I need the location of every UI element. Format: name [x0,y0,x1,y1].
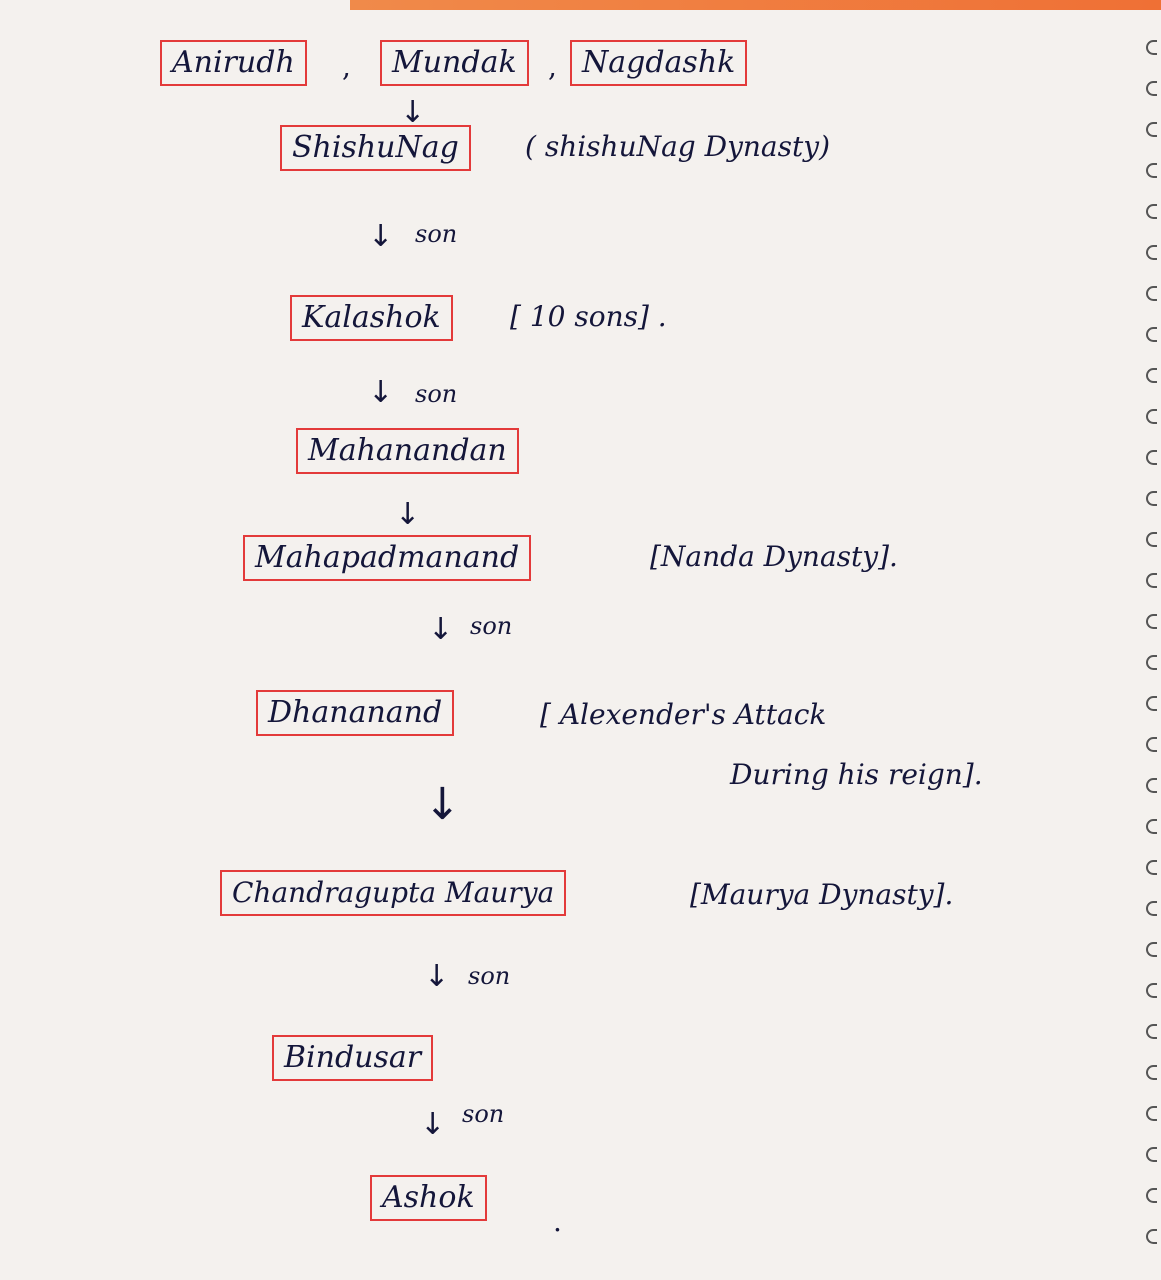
binding-hole [1146,860,1157,875]
node-chandragupta-maurya: Chandragupta Maurya [220,870,567,916]
binding-hole [1146,1106,1157,1121]
node-nagdashk: Nagdashk [570,40,748,86]
note-nanda-dynasty: [Nanda Dynasty]. [650,540,898,573]
node-ashok: Ashok [370,1175,487,1221]
binding-hole [1146,286,1157,301]
node-anirudh: Anirudh [160,40,307,86]
binding-hole [1146,40,1157,55]
binding-hole [1146,1229,1157,1244]
relation-son-label: son [470,612,513,640]
binding-hole [1146,737,1157,752]
down-arrow-icon: ↓ [424,959,450,994]
node-kalashok: Kalashok [290,295,453,341]
node-dhananand: Dhananand [256,690,455,736]
binding-hole [1146,122,1157,137]
binding-hole [1146,696,1157,711]
node-shishunag: ShishuNag [280,125,471,171]
note-maurya-dynasty: [Maurya Dynasty]. [690,878,954,911]
binding-hole [1146,983,1157,998]
down-arrow-icon: ↓ [428,612,454,647]
binding-hole [1146,819,1157,834]
binding-hole [1146,655,1157,670]
note-shishunag-dynasty: ( shishuNag Dynasty) [525,130,830,163]
separator: , [548,50,557,83]
binding-hole [1146,901,1157,916]
binding-hole [1146,1188,1157,1203]
node-bindusar: Bindusar [272,1035,434,1081]
binding-hole [1146,491,1157,506]
binding-hole [1146,204,1157,219]
binding-hole [1146,614,1157,629]
node-mundak: Mundak [380,40,529,86]
separator: , [342,50,351,83]
note-alexander-attack: [ Alexender's Attack [540,698,827,731]
down-arrow-icon: ↓ [368,375,394,410]
down-arrow-icon: ↓ [395,497,421,532]
down-arrow-icon: ↓ [420,1107,446,1142]
binding-hole [1146,327,1157,342]
spiral-binding [1145,40,1157,1280]
node-mahanandan: Mahanandan [296,428,519,474]
binding-hole [1146,942,1157,957]
relation-son-label: son [468,962,511,990]
binding-hole [1146,368,1157,383]
binding-hole [1146,245,1157,260]
ending-dot: . [553,1205,562,1238]
down-arrow-icon: ↓ [424,779,461,830]
binding-hole [1146,81,1157,96]
node-mahapadmanand: Mahapadmanand [243,535,532,581]
binding-hole [1146,573,1157,588]
relation-son-label: son [415,220,458,248]
binding-hole [1146,163,1157,178]
binding-hole [1146,532,1157,547]
down-arrow-icon: ↓ [400,95,426,130]
binding-hole [1146,1024,1157,1039]
note-during-reign: During his reign]. [730,758,983,791]
relation-son-label: son [415,380,458,408]
binding-hole [1146,1065,1157,1080]
binding-hole [1146,409,1157,424]
binding-hole [1146,778,1157,793]
relation-son-label: son [462,1100,505,1128]
binding-hole [1146,1147,1157,1162]
notebook-top-edge [350,0,1161,10]
binding-hole [1146,450,1157,465]
down-arrow-icon: ↓ [368,219,394,254]
note-kalashok-sons: [ 10 sons] . [510,300,667,333]
